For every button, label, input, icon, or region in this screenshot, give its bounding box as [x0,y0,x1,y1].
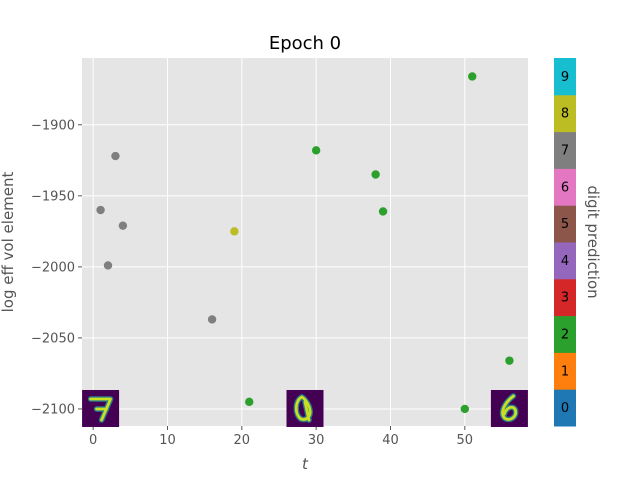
scatter-point [103,261,113,270]
colorbar-segment [554,242,576,280]
thumbnail-stroke [501,394,518,421]
x-axis-ticks: 0 10 20 30 40 50 [89,426,473,448]
colorbar-segment [554,94,576,133]
thumbnail-stroke [294,395,312,422]
y-axis-ticks: −2100 −2050 −2000 −1950 −1900 [31,118,82,417]
colorbar-label: digit prediction [584,185,602,298]
y-tick-label: −1950 [31,189,75,204]
scatter-point [311,146,321,155]
colorbar-segment [554,278,576,317]
x-tick-label: 0 [89,433,97,448]
data-points [96,72,514,414]
colorbar: 0 1 2 3 4 5 6 7 8 9 [554,58,576,427]
colorbar-tick-label: 9 [561,70,569,85]
colorbar-tick-label: 0 [561,401,569,416]
scatter-point [371,170,380,179]
colorbar-tick-label: 3 [561,291,569,306]
digit-thumbnail [82,390,120,427]
colorbar-tick-label: 7 [561,144,569,159]
colorbar-tick-label: 5 [561,217,569,232]
colorbar-segment [554,352,576,390]
scatter-point [111,151,120,161]
colorbar-segment [554,389,576,427]
scatter-point [207,315,217,324]
scatter-point [118,221,128,230]
colorbar-segment [554,205,576,243]
y-tick-label: −2100 [31,402,75,417]
scatter-point [96,205,105,215]
colorbar-tick-label: 6 [561,180,569,195]
colorbar-segment [554,315,576,353]
colorbar-segment [554,131,576,169]
digit-thumbnail [490,390,528,427]
scatter-point [505,356,514,365]
plot-area [82,58,528,426]
colorbar-tick-label: 2 [561,328,569,343]
x-tick-label: 10 [159,433,176,448]
colorbar-segment [554,168,576,206]
thumbnail-stroke [89,397,112,422]
digit-thumbnails [82,390,528,427]
y-tick-label: −1900 [31,118,75,133]
x-tick-label: 20 [234,433,251,448]
grid [82,58,528,426]
y-tick-label: −2050 [31,331,75,346]
chart-title: Epoch 0 [269,33,341,54]
scatter-point [230,227,239,236]
colorbar-tick-label: 8 [561,107,569,122]
scatter-point [468,72,477,81]
y-tick-label: −2000 [31,260,75,275]
x-tick-label: 50 [457,433,474,448]
x-tick-label: 40 [382,433,399,448]
scatter-point [460,404,470,414]
digit-thumbnail [286,390,324,427]
scatter-point [378,207,388,216]
colorbar-segment [554,58,576,96]
y-axis-label: log eff vol element [0,171,17,312]
scatter-point [245,397,254,407]
colorbar-tick-label: 4 [561,254,569,269]
x-axis-label: t [302,455,309,473]
x-tick-label: 30 [308,433,325,448]
colorbar-tick-label: 1 [561,364,569,379]
